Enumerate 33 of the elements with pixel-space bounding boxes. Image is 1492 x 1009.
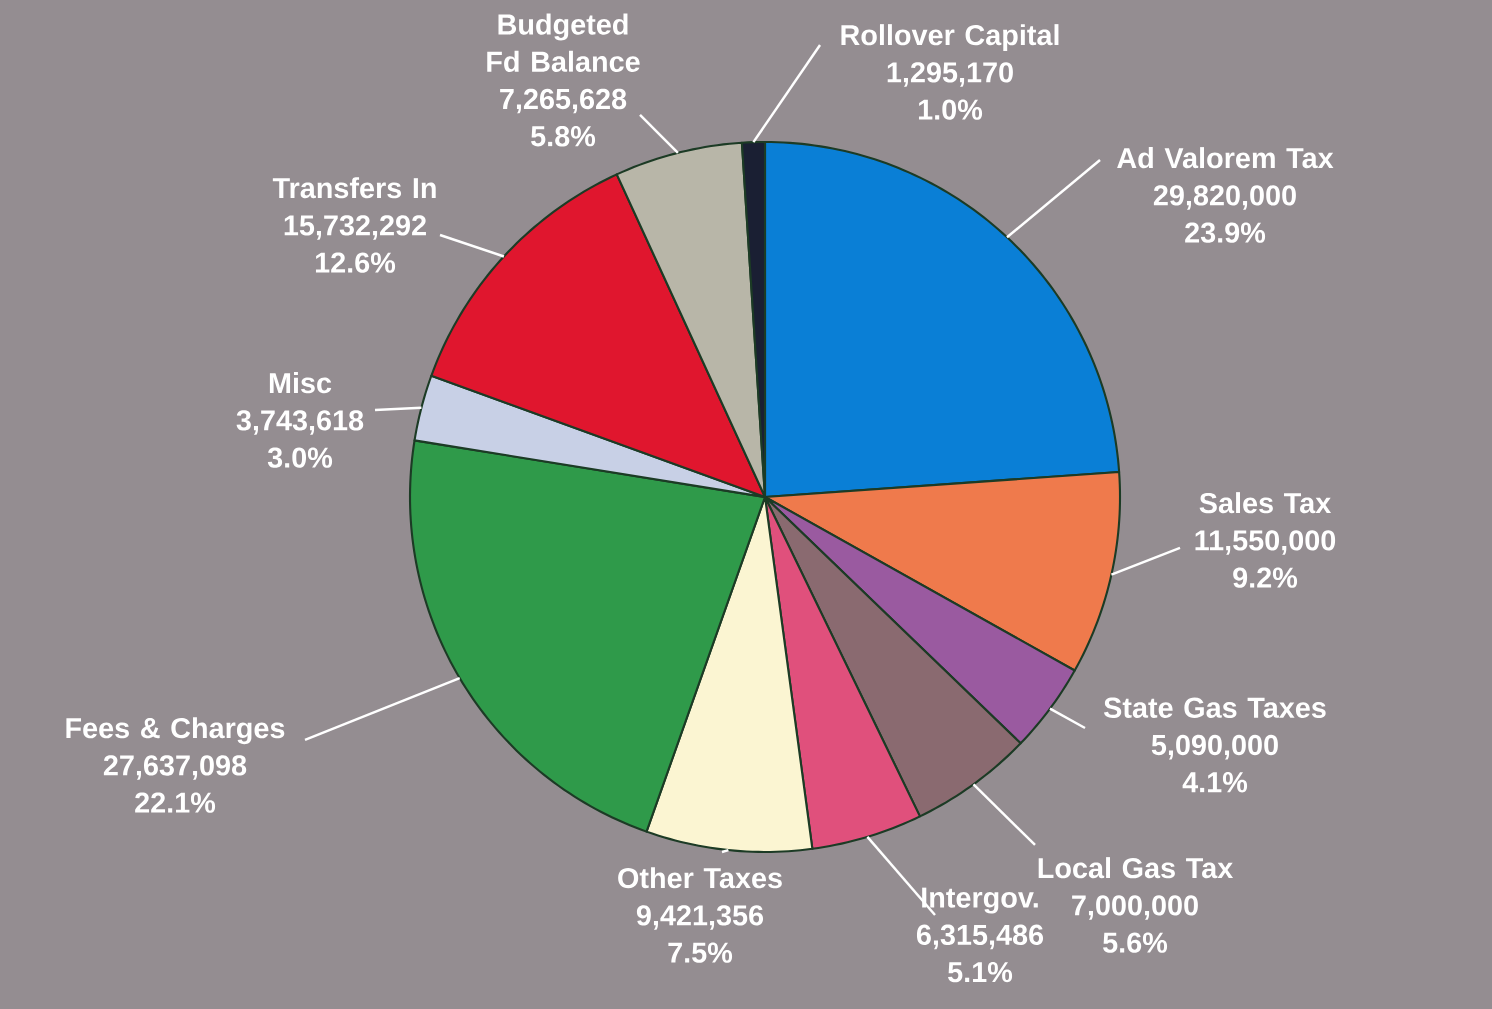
- text: 5.6%: [1103, 932, 1168, 953]
- text: 7.5%: [668, 942, 733, 963]
- data-label: 15,732,292: [284, 215, 426, 240]
- slice-label: Budgeted Fd Balance: [487, 13, 640, 72]
- text: 1.0%: [918, 99, 983, 120]
- data-label: 27,637,098: [103, 755, 247, 780]
- data-label: 7,265,628: [500, 88, 627, 114]
- data-label: 29,820,000: [1153, 185, 1296, 210]
- data-label: 11,550,000: [1195, 530, 1336, 555]
- slice-label: Ad Valorem Tax: [1117, 147, 1334, 169]
- text: 23.9%: [1185, 222, 1266, 243]
- text: 5.1%: [948, 961, 1013, 983]
- slice-label: Rollover Capital: [841, 24, 1059, 52]
- data-label: 3,743,618: [236, 410, 364, 435]
- text: 9.2%: [1233, 567, 1298, 588]
- slice-label: State Gas Taxes: [1103, 697, 1326, 718]
- data-label: 7,000,000: [1072, 895, 1198, 920]
- text: 22.1%: [135, 792, 216, 813]
- slice-label: Sales Tax: [1199, 492, 1332, 514]
- data-label: 6,315,486: [916, 924, 1044, 950]
- slice-label: Other Taxes: [618, 867, 782, 889]
- slice-label: Local Gas Tax: [1038, 857, 1234, 879]
- slice-label: Fees & Charges: [66, 717, 285, 745]
- text: 12.6%: [315, 252, 396, 273]
- text: 5.8%: [531, 126, 596, 147]
- text: 3.0%: [267, 447, 333, 468]
- data-label: 9,421,356: [636, 905, 764, 930]
- data-label: 1,295,170: [887, 62, 1013, 87]
- data-label: 5,090,000: [1151, 734, 1278, 760]
- slice-label: Transfers In: [272, 177, 436, 199]
- text: 4.1%: [1182, 772, 1248, 793]
- slice-label: Misc: [269, 372, 332, 394]
- slice-label: Intergov.: [922, 887, 1038, 914]
